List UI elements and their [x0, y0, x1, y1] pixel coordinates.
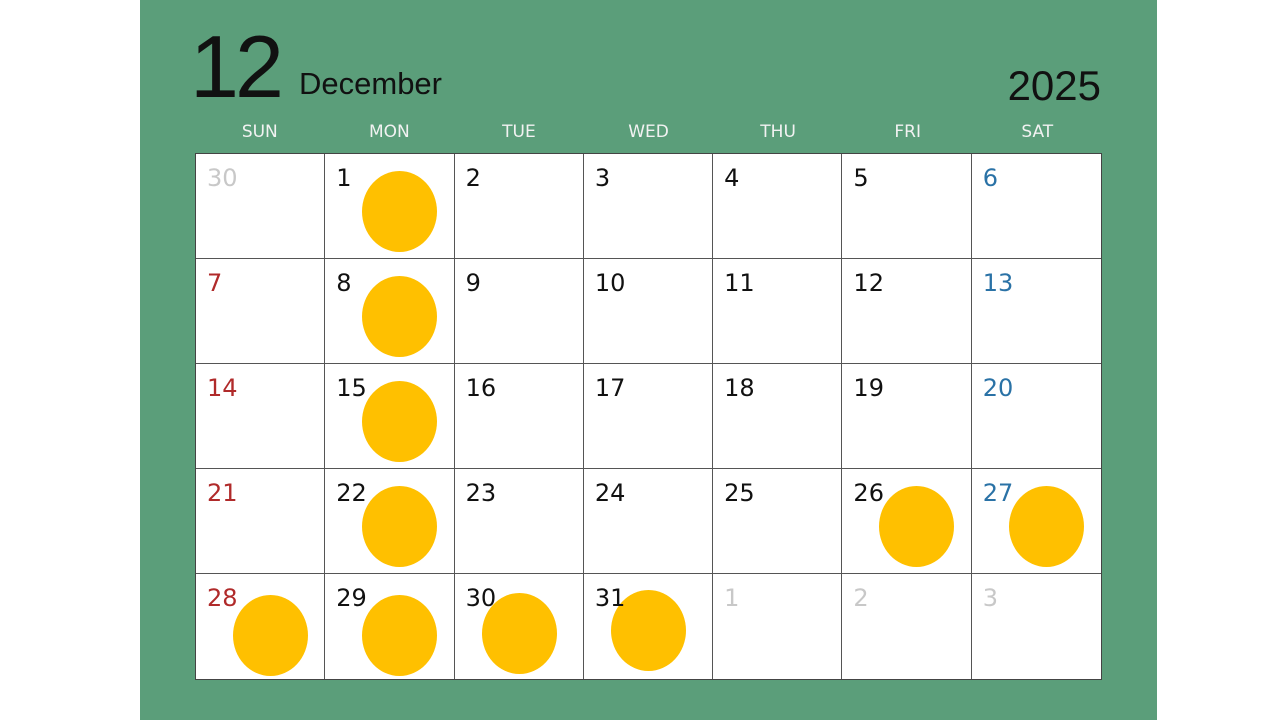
day-number: 19	[853, 374, 884, 402]
marker-circle	[362, 276, 438, 357]
day-cell[interactable]: 28	[196, 574, 326, 679]
weekday-wed: WED	[628, 122, 669, 142]
day-number: 21	[207, 479, 238, 507]
day-cell[interactable]: 4	[713, 154, 843, 259]
day-cell[interactable]: 17	[583, 364, 714, 469]
weekday-header: SUN MON TUE WED THU FRI SAT	[195, 122, 1102, 142]
day-number: 20	[982, 374, 1014, 402]
day-number: 6	[982, 164, 998, 192]
marker-circle	[1008, 486, 1084, 567]
marker-circle	[362, 381, 438, 462]
day-cell[interactable]: 5	[842, 154, 972, 259]
day-cell[interactable]: 19	[842, 364, 972, 469]
day-number: 17	[594, 374, 626, 402]
day-cell[interactable]: 13	[971, 259, 1101, 364]
day-number: 12	[853, 269, 884, 297]
day-number: 30	[207, 164, 238, 192]
day-cell[interactable]: 1	[713, 574, 843, 679]
day-cell[interactable]: 2	[842, 574, 972, 679]
weekday-fri: FRI	[894, 122, 921, 142]
day-cell[interactable]: 23	[454, 469, 584, 574]
day-number: 29	[336, 584, 367, 612]
day-cell[interactable]: 29	[325, 574, 455, 679]
day-number: 1	[724, 584, 740, 612]
day-number: 27	[982, 479, 1014, 507]
day-cell[interactable]: 3	[583, 154, 714, 259]
day-cell[interactable]: 15	[325, 364, 455, 469]
day-number: 14	[207, 374, 238, 402]
day-cell[interactable]: 2	[454, 154, 584, 259]
day-number: 13	[982, 269, 1014, 297]
day-cell[interactable]: 11	[713, 259, 843, 364]
weekday-thu: THU	[760, 122, 796, 142]
year: 2025	[1007, 62, 1101, 109]
marker-circle	[362, 486, 438, 567]
weekday-sat: SAT	[1021, 122, 1054, 142]
day-number: 11	[724, 269, 755, 297]
day-cell[interactable]: 8	[325, 259, 455, 364]
day-cell[interactable]: 16	[454, 364, 584, 469]
day-cell[interactable]: 21	[196, 469, 326, 574]
day-number: 8	[336, 269, 352, 297]
marker-circle	[879, 486, 955, 567]
day-cell[interactable]: 9	[454, 259, 584, 364]
day-number: 25	[724, 479, 755, 507]
day-cell[interactable]: 31	[584, 574, 714, 679]
day-cell[interactable]: 14	[196, 364, 326, 469]
day-number: 26	[853, 479, 884, 507]
calendar-page: 12 December 2025 SUN MON TUE WED THU FRI SAT 3…	[140, 0, 1157, 720]
day-cell[interactable]: 3	[972, 574, 1101, 679]
day-number: 1	[336, 164, 352, 192]
day-number: 2	[465, 164, 481, 192]
day-cell[interactable]: 25	[713, 469, 843, 574]
day-number: 28	[207, 584, 238, 612]
day-number: 15	[336, 374, 367, 402]
day-number: 9	[465, 269, 481, 297]
day-number: 30	[465, 584, 497, 612]
calendar-grid: 30 1 2 3 4 5 6 7 8 9 10 11 12 13 14 15 16 17 18 19 20 21 22 23 2…	[195, 153, 1102, 680]
day-cell[interactable]: 24	[583, 469, 714, 574]
day-number: 22	[336, 479, 367, 507]
day-number: 2	[853, 584, 869, 612]
day-cell[interactable]: 6	[971, 154, 1101, 259]
day-number: 4	[724, 164, 740, 192]
day-cell[interactable]: 1	[325, 154, 455, 259]
day-number: 3	[594, 164, 611, 192]
day-number: 5	[853, 164, 869, 192]
day-number: 3	[982, 584, 998, 612]
day-number: 23	[465, 479, 497, 507]
day-number: 16	[465, 374, 497, 402]
day-number: 24	[594, 479, 626, 507]
day-number: 31	[594, 584, 626, 612]
marker-circle	[610, 590, 686, 671]
day-cell[interactable]: 27	[971, 469, 1101, 574]
month-number: 12	[190, 17, 284, 116]
marker-circle	[481, 593, 557, 674]
weekday-mon: MON	[368, 122, 410, 142]
day-cell[interactable]: 26	[842, 469, 972, 574]
weekday-sun: SUN	[241, 122, 278, 142]
day-cell[interactable]: 30	[196, 154, 326, 259]
day-number: 10	[594, 269, 626, 297]
day-cell[interactable]: 18	[713, 364, 843, 469]
day-cell[interactable]: 30	[455, 574, 584, 679]
day-cell[interactable]: 7	[196, 259, 326, 364]
day-number: 7	[207, 269, 223, 297]
marker-circle	[233, 595, 308, 676]
day-cell[interactable]: 22	[325, 469, 455, 574]
day-number: 18	[724, 374, 755, 402]
marker-circle	[362, 595, 438, 676]
day-cell[interactable]: 20	[971, 364, 1101, 469]
month-name: December	[299, 66, 442, 101]
day-cell[interactable]: 12	[842, 259, 972, 364]
marker-circle	[362, 171, 438, 252]
day-cell[interactable]: 10	[583, 259, 714, 364]
weekday-tue: TUE	[502, 122, 536, 142]
